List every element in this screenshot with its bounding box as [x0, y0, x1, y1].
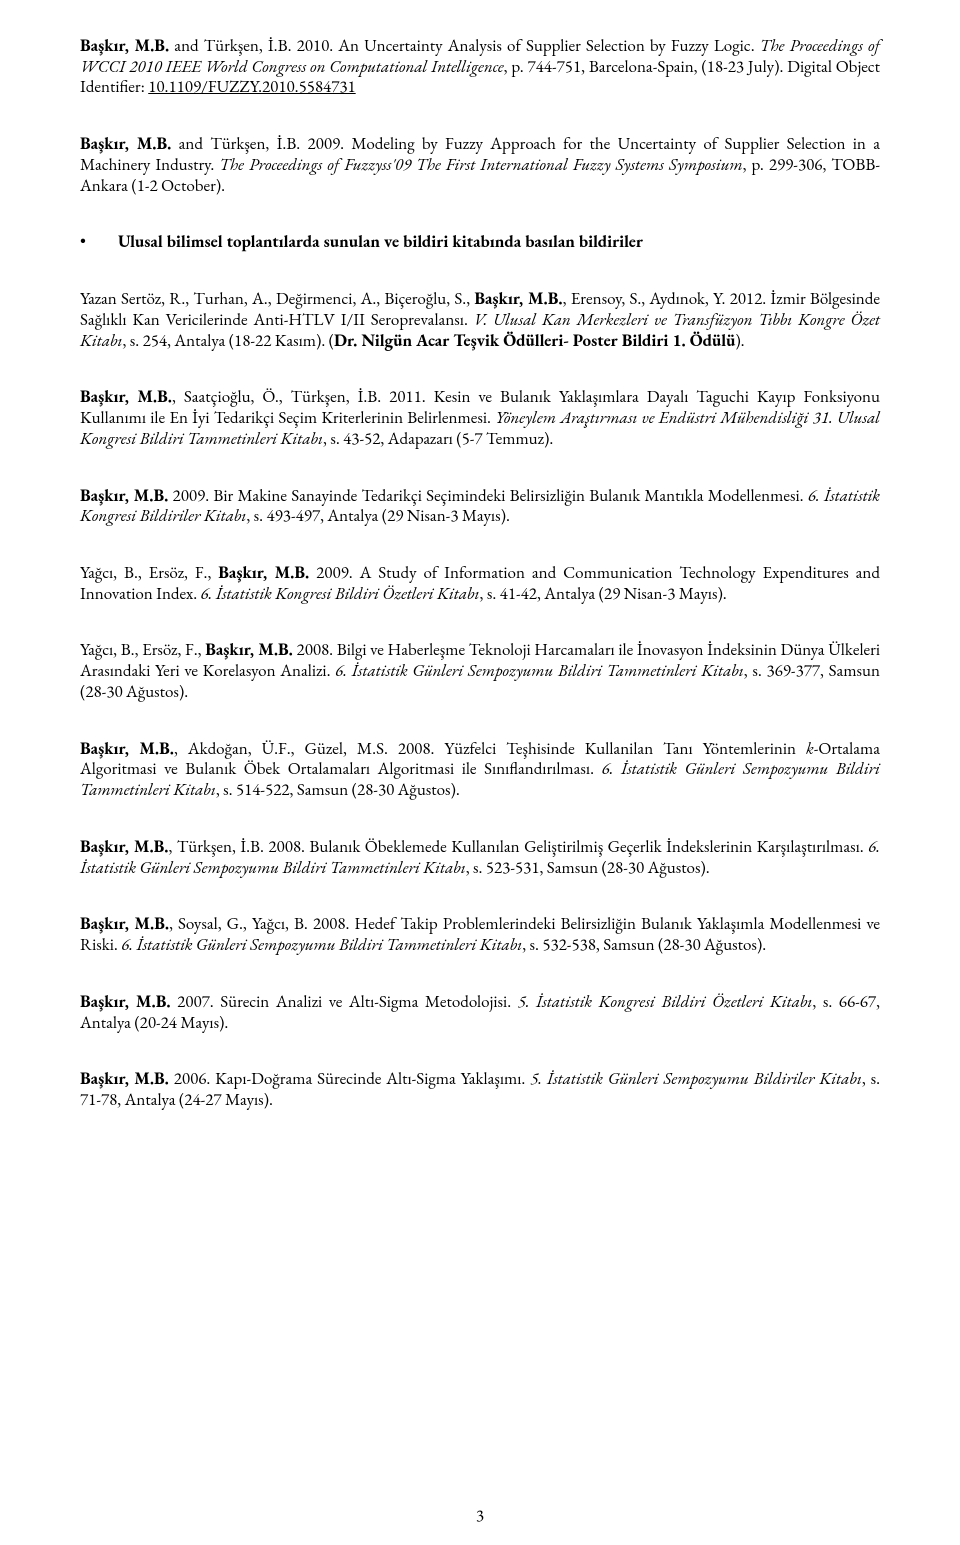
ref-text: ). [735, 330, 744, 352]
bullet-icon: • [80, 232, 118, 253]
reference-entry: Yağcı, B., Ersöz, F., Başkır, M.B. 2009.… [80, 563, 880, 604]
heading-text: Ulusal bilimsel toplantılarda sunulan ve… [118, 231, 643, 253]
ref-italic: 5. İstatistik Kongresi Bildiri Özetleri … [518, 991, 813, 1013]
ref-text: , s. 254, Antalya (18-22 Kasım). ( [122, 330, 334, 352]
author-bold: Başkır, M.B. [80, 836, 169, 858]
reference-entry: Yağcı, B., Ersöz, F., Başkır, M.B. 2008.… [80, 640, 880, 702]
author-bold: Başkır, M.B. [218, 562, 309, 584]
author-bold: Başkır, M.B. [80, 386, 172, 408]
ref-text: 2009. Bir Makine Sanayinde Tedarikçi Seç… [168, 485, 808, 507]
ref-text: , s. 43-52, Adapazarı (5-7 Temmuz). [323, 428, 553, 450]
page-number: 3 [0, 1506, 960, 1527]
ref-text: and Türkşen, İ.B. 2010. An Uncertainty A… [169, 35, 760, 57]
ref-italic: 6. İstatistik Günleri Sempozyumu Bildiri… [121, 934, 522, 956]
ref-text: , s. 532-538, Samsun (28-30 Ağustos). [522, 934, 766, 956]
reference-entry: Başkır, M.B. and Türkşen, İ.B. 2010. An … [80, 36, 880, 98]
section-heading: •Ulusal bilimsel toplantılarda sunulan v… [80, 232, 880, 253]
ref-italic: 6. İstatistik Günleri Sempozyumu Bildiri… [335, 660, 744, 682]
ref-italic: The Proceedings of Fuzzyss'09 The First … [219, 154, 742, 176]
reference-entry: Yazan Sertöz, R., Turhan, A., Değirmenci… [80, 289, 880, 351]
author-bold: Başkır, M.B. [80, 991, 171, 1013]
award-bold: Dr. Nilgün Acar Teşvik Ödülleri- Poster … [334, 330, 735, 352]
ref-text: , s. 523-531, Samsun (28-30 Ağustos). [466, 857, 710, 879]
author-bold: Başkır, M.B. [205, 639, 293, 661]
reference-entry: Başkır, M.B., Türkşen, İ.B. 2008. Bulanı… [80, 837, 880, 878]
ref-text: 2007. Sürecin Analizi ve Altı-Sigma Meto… [171, 991, 518, 1013]
author-bold: Başkır, M.B. [80, 485, 168, 507]
author-bold: Başkır, M.B. [80, 913, 169, 935]
ref-text: , s. 493-497, Antalya (29 Nisan-3 Mayıs)… [246, 505, 509, 527]
doi-link[interactable]: 10.1109/FUZZY.2010.5584731 [148, 76, 355, 98]
reference-entry: Başkır, M.B. 2006. Kapı-Doğrama Sürecind… [80, 1069, 880, 1110]
author-bold: Başkır, M.B. [80, 133, 171, 155]
author-bold: Başkır, M.B. [80, 738, 174, 760]
reference-entry: Başkır, M.B. and Türkşen, İ.B. 2009. Mod… [80, 134, 880, 196]
reference-entry: Başkır, M.B. 2007. Sürecin Analizi ve Al… [80, 992, 880, 1033]
author-bold: Başkır, M.B. [80, 1068, 169, 1090]
ref-italic: 6. İstatistik Kongresi Bildiri Özetleri … [201, 583, 480, 605]
ref-text: , Türkşen, İ.B. 2008. Bulanık Öbeklemede… [169, 836, 869, 858]
reference-entry: Başkır, M.B., Saatçioğlu, Ö., Türkşen, İ… [80, 387, 880, 449]
ref-text: , Akdoğan, Ü.F., Güzel, M.S. 2008. Yüzfe… [174, 738, 806, 760]
reference-entry: Başkır, M.B., Soysal, G., Yağcı, B. 2008… [80, 914, 880, 955]
reference-entry: Başkır, M.B., Akdoğan, Ü.F., Güzel, M.S.… [80, 739, 880, 801]
reference-entry: Başkır, M.B. 2009. Bir Makine Sanayinde … [80, 486, 880, 527]
ref-italic: k [806, 738, 814, 760]
author-bold: Başkır, M.B. [80, 35, 169, 57]
ref-text: 2006. Kapı-Doğrama Sürecinde Altı-Sigma … [169, 1068, 530, 1090]
author-bold: Başkır, M.B. [474, 288, 562, 310]
ref-text: , s. 41-42, Antalya (29 Nisan-3 Mayıs). [480, 583, 727, 605]
ref-text: Yazan Sertöz, R., Turhan, A., Değirmenci… [80, 288, 474, 310]
ref-text: Yağcı, B., Ersöz, F., [80, 639, 205, 661]
ref-italic: 5. İstatistik Günleri Sempozyumu Bildiri… [530, 1068, 862, 1090]
ref-text: Yağcı, B., Ersöz, F., [80, 562, 218, 584]
ref-text: , s. 514-522, Samsun (28-30 Ağustos). [216, 779, 460, 801]
